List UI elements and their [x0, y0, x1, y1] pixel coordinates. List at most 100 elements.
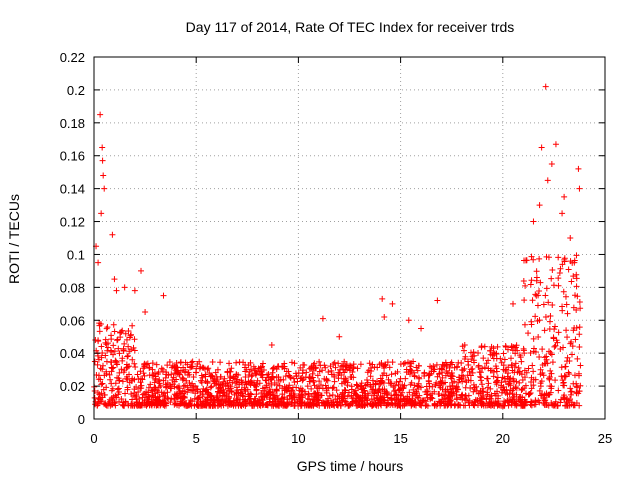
data-point — [401, 402, 408, 409]
data-point — [386, 364, 393, 371]
data-point — [126, 334, 133, 341]
data-point — [110, 321, 117, 328]
data-point — [236, 359, 243, 366]
data-point — [247, 400, 254, 407]
data-point — [97, 376, 104, 383]
data-point — [367, 373, 374, 380]
data-point — [108, 332, 115, 339]
data-point — [439, 369, 446, 376]
data-point — [246, 396, 253, 403]
data-point — [535, 333, 542, 340]
data-point — [471, 359, 478, 366]
data-point — [355, 385, 362, 392]
data-point — [552, 377, 559, 384]
data-point — [552, 141, 559, 148]
data-point — [371, 364, 378, 371]
data-point — [209, 373, 216, 380]
data-point — [198, 372, 205, 379]
data-point — [478, 394, 485, 401]
data-point — [219, 393, 226, 400]
data-point — [488, 343, 495, 350]
data-point — [505, 370, 512, 377]
data-point — [407, 363, 414, 370]
data-point — [479, 365, 486, 372]
data-point — [223, 390, 230, 397]
y-tick-label: 0.12 — [60, 215, 85, 230]
data-point — [566, 402, 573, 409]
data-point — [176, 371, 183, 378]
data-point — [418, 384, 425, 391]
data-point — [208, 383, 215, 390]
data-point — [156, 376, 163, 383]
data-point — [572, 336, 579, 343]
data-point — [120, 347, 127, 354]
data-point — [95, 259, 102, 266]
data-point — [208, 397, 215, 404]
data-point — [224, 402, 231, 409]
data-point — [297, 385, 304, 392]
data-point — [311, 382, 318, 389]
data-point — [465, 377, 472, 384]
data-point — [286, 372, 293, 379]
data-point — [238, 386, 245, 393]
data-point — [273, 366, 280, 373]
data-point — [329, 385, 336, 392]
data-point — [500, 383, 507, 390]
data-point — [351, 390, 358, 397]
data-point — [388, 371, 395, 378]
data-point — [376, 380, 383, 387]
data-point — [100, 172, 107, 179]
data-point — [568, 339, 575, 346]
data-point — [372, 401, 379, 408]
data-point — [536, 399, 543, 406]
data-point — [542, 313, 549, 320]
data-point — [310, 396, 317, 403]
data-point — [566, 358, 573, 365]
data-point — [541, 327, 548, 334]
y-tick-label: 0.02 — [60, 379, 85, 394]
data-point — [513, 401, 520, 408]
data-point — [147, 381, 154, 388]
data-point — [470, 381, 477, 388]
data-point — [479, 381, 486, 388]
data-point — [532, 313, 539, 320]
data-point — [332, 364, 339, 371]
data-point — [543, 390, 550, 397]
data-point — [259, 393, 266, 400]
data-point — [509, 361, 516, 368]
data-point — [135, 388, 142, 395]
data-point — [383, 388, 390, 395]
data-point — [269, 388, 276, 395]
data-point — [464, 372, 471, 379]
data-point — [549, 401, 556, 408]
data-point — [149, 392, 156, 399]
data-point — [500, 350, 507, 357]
data-point — [497, 384, 504, 391]
data-point — [462, 402, 469, 409]
data-point — [393, 394, 400, 401]
data-point — [311, 360, 318, 367]
data-point — [505, 381, 512, 388]
data-point — [204, 378, 211, 385]
data-point — [250, 398, 257, 405]
y-tick-label: 0.1 — [67, 247, 85, 262]
data-point — [245, 372, 252, 379]
data-point — [354, 382, 361, 389]
data-point — [540, 395, 547, 402]
data-point — [525, 330, 532, 337]
data-point — [564, 310, 571, 317]
data-point — [162, 374, 169, 381]
data-point — [536, 255, 543, 262]
data-point — [243, 366, 250, 373]
data-point — [484, 375, 491, 382]
data-point — [475, 390, 482, 397]
data-point — [345, 402, 352, 409]
data-point — [164, 389, 171, 396]
data-point — [99, 380, 106, 387]
data-point — [576, 324, 583, 331]
data-point — [114, 374, 121, 381]
data-point — [569, 399, 576, 406]
data-point — [389, 359, 396, 366]
data-point — [266, 396, 273, 403]
data-point — [151, 379, 158, 386]
